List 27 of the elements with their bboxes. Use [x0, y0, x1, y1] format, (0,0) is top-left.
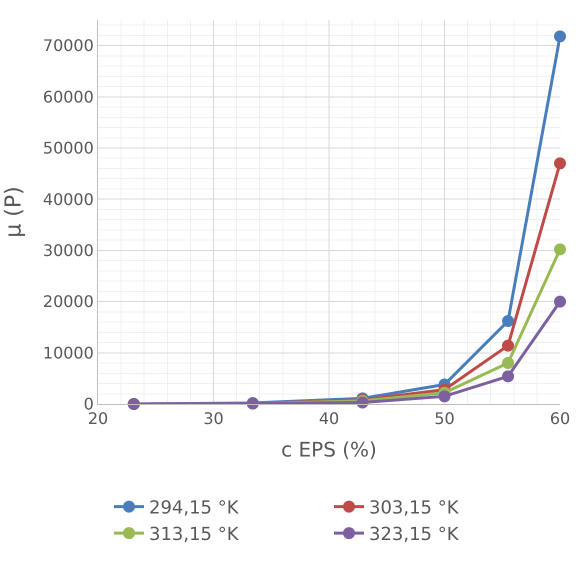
legend-label: 313,15 °K — [149, 524, 240, 546]
y-tick-label: 70000 — [42, 36, 94, 56]
x-tick-label: 40 — [318, 409, 340, 428]
legend-label: 294,15 °K — [149, 498, 240, 519]
y-axis-title: μ (P) — [2, 186, 27, 238]
point — [438, 390, 450, 402]
point — [502, 357, 514, 370]
point — [502, 340, 514, 352]
y-tick-label: 30000 — [42, 241, 94, 260]
point — [502, 370, 514, 382]
x-tick-label: 30 — [203, 409, 224, 428]
point — [554, 30, 566, 42]
x-tick-label: 50 — [434, 409, 455, 428]
point — [554, 296, 566, 308]
y-tick-label: 60000 — [42, 87, 94, 106]
x-tick-label: 20 — [88, 409, 108, 428]
y-tick-label: 40000 — [42, 190, 94, 209]
legend-label: 323,15 °K — [369, 524, 460, 546]
x-tick-label: 60 — [550, 409, 570, 428]
point — [502, 315, 514, 328]
y-tick-label: 10000 — [42, 343, 94, 362]
point — [554, 157, 566, 170]
point — [554, 243, 566, 256]
legend-label: 303,15 °K — [369, 498, 460, 519]
y-tick-label: 20000 — [42, 292, 94, 312]
x-axis-title: c EPS (%) — [281, 438, 377, 462]
y-tick-label: 50000 — [42, 138, 94, 158]
